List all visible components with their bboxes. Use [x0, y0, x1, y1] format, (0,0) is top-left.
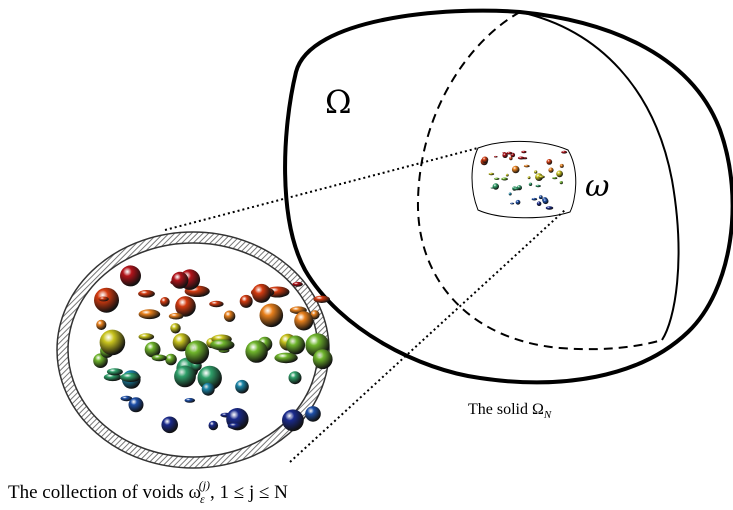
void-sphere [548, 167, 554, 173]
void-sphere [120, 265, 141, 287]
void-sphere [210, 339, 235, 351]
void-sphere [313, 295, 331, 303]
void-sphere [506, 151, 513, 155]
void-sphere [536, 201, 542, 206]
void-sphere [521, 150, 527, 154]
void-sphere [488, 172, 495, 176]
void-sphere [171, 271, 189, 289]
void-sphere [534, 170, 538, 174]
void-sphere [492, 183, 499, 190]
void-sphere [99, 329, 126, 356]
void-sphere [559, 163, 564, 168]
void-sphere [481, 156, 489, 164]
void-sphere [184, 398, 196, 403]
void-sphere [494, 177, 500, 180]
void-sphere [538, 195, 543, 200]
void-sphere [286, 335, 306, 355]
void-sphere [502, 152, 508, 158]
void-sphere [282, 409, 304, 432]
void-sphere [259, 303, 284, 328]
mini-voids-cluster [480, 150, 568, 210]
void-sphere [223, 310, 236, 322]
void-sphere [161, 416, 178, 434]
void-sphere [252, 283, 271, 303]
voids-cluster [93, 265, 333, 434]
cut-curve-solid [519, 11, 680, 341]
void-sphere [197, 365, 222, 391]
void-sphere [165, 353, 177, 366]
void-sphere [96, 319, 107, 330]
void-sphere [546, 159, 553, 165]
void-sphere [501, 177, 508, 181]
void-sphere [552, 177, 558, 180]
zoom-line-lower [289, 209, 566, 463]
void-sphere [509, 156, 513, 161]
void-sphere [227, 422, 243, 430]
void-sphere [312, 349, 333, 370]
void-sphere [209, 300, 224, 308]
void-sphere [561, 150, 568, 154]
void-sphere [508, 192, 512, 196]
void-sphere [208, 420, 219, 431]
void-sphere [556, 170, 563, 178]
void-sphere [151, 354, 167, 362]
void-sphere [168, 312, 184, 320]
voids-caption: The collection of voids ωε(j), 1 ≤ j ≤ N [8, 478, 288, 506]
cut-curve-dashed [416, 11, 663, 351]
void-sphere [235, 379, 249, 394]
void-sphere [144, 341, 161, 358]
solid-caption: The solid ΩN [468, 401, 552, 421]
zoom-line-upper [164, 147, 479, 231]
void-sphere [106, 368, 123, 376]
void-sphere [523, 164, 530, 168]
void-sphere [201, 382, 215, 396]
void-sphere [120, 395, 133, 402]
void-sphere [288, 371, 302, 385]
void-sphere [245, 340, 268, 363]
void-sphere [512, 187, 521, 191]
void-sphere [128, 397, 144, 413]
domain-label: Ω [325, 83, 352, 121]
void-sphere [120, 372, 141, 382]
inclusion-label: ω [585, 169, 609, 204]
void-sphere [170, 323, 181, 334]
void-sphere [538, 175, 545, 179]
void-sphere [292, 281, 303, 287]
void-sphere [175, 296, 196, 317]
void-sphere [542, 198, 549, 205]
void-sphere [535, 184, 541, 188]
void-sphere [505, 173, 509, 177]
void-sphere [138, 309, 161, 320]
void-sphere [160, 297, 170, 307]
void-sphere [138, 333, 155, 341]
void-sphere [310, 310, 320, 320]
void-sphere [185, 340, 210, 365]
void-sphere [239, 294, 253, 308]
void-sphere [531, 197, 538, 201]
void-sphere [98, 296, 109, 302]
void-sphere [510, 202, 515, 205]
void-sphere [511, 165, 520, 174]
void-sphere [515, 199, 521, 205]
void-sphere [545, 206, 554, 210]
void-sphere [517, 156, 525, 160]
void-sphere [274, 352, 298, 364]
void-sphere [528, 182, 533, 186]
void-sphere [174, 365, 196, 388]
void-sphere [494, 155, 498, 158]
void-sphere [172, 333, 191, 352]
void-sphere [305, 406, 321, 422]
void-sphere [294, 311, 314, 331]
void-sphere [527, 176, 531, 180]
void-sphere [559, 181, 563, 185]
void-sphere [138, 290, 155, 298]
